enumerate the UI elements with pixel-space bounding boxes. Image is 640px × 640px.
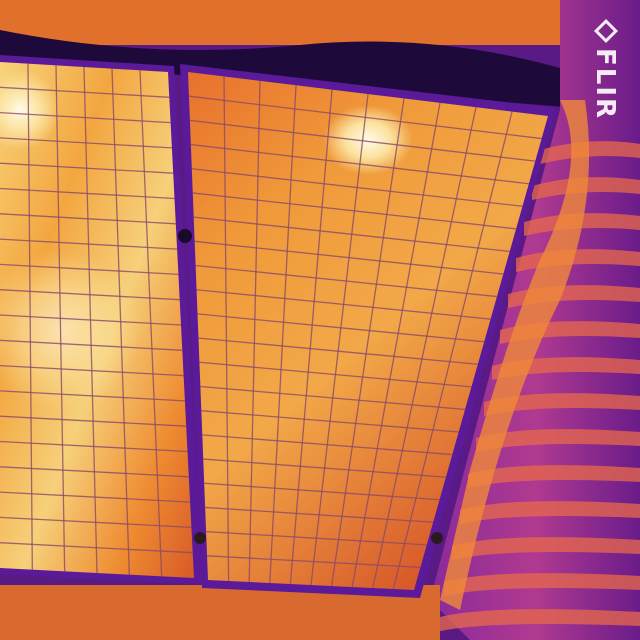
cell-line <box>0 314 182 326</box>
cell-line <box>207 555 421 569</box>
cell-line <box>188 95 542 140</box>
cell-line <box>0 339 183 351</box>
cell-line <box>0 516 192 529</box>
cell-line <box>372 107 477 589</box>
cell-line <box>194 240 504 275</box>
cell-line <box>203 458 446 478</box>
cell-line <box>206 530 427 546</box>
cell-line <box>199 361 472 388</box>
cell-line <box>191 168 523 207</box>
cell-line <box>330 98 405 587</box>
roof-tile <box>444 573 640 596</box>
hot-spot <box>323 105 413 175</box>
cell-line <box>0 137 172 149</box>
cell-line <box>0 491 191 503</box>
cell-line <box>205 506 434 523</box>
cell-line <box>289 89 333 585</box>
roof-tile <box>468 465 640 488</box>
cell-line <box>0 542 193 554</box>
cell-line <box>202 434 453 456</box>
roof-tile <box>452 537 640 560</box>
cell-line <box>190 143 529 185</box>
clamp <box>178 229 192 243</box>
cell-line <box>196 289 491 320</box>
roof-ridge <box>440 100 590 610</box>
cell-line <box>0 263 179 276</box>
clamp <box>194 532 206 544</box>
cell-line <box>201 410 459 433</box>
cell-line <box>0 390 185 402</box>
cell-line <box>0 364 184 377</box>
cell-line <box>223 76 230 582</box>
cell-line <box>0 466 189 478</box>
cell-line <box>200 385 466 411</box>
shadow-gap <box>0 30 600 110</box>
cell-line <box>0 86 170 98</box>
cell-line <box>0 162 174 174</box>
cell-line <box>193 216 510 253</box>
cell-line <box>0 289 180 301</box>
cell-line <box>198 337 478 365</box>
roof-tile <box>476 429 640 452</box>
cell-line <box>195 264 498 298</box>
cell-line <box>351 102 441 588</box>
roof-tile <box>436 609 640 632</box>
cell-grid <box>0 63 542 590</box>
cell-line <box>0 415 187 427</box>
cell-line <box>189 119 536 162</box>
cell-line <box>248 80 261 583</box>
cell-line <box>269 85 297 584</box>
roof-tile-rows <box>436 100 640 632</box>
cell-line <box>192 192 517 230</box>
clamp <box>431 532 443 544</box>
cell-line <box>0 440 188 453</box>
warm-area <box>0 250 140 410</box>
logo-text: FLIR <box>590 48 620 120</box>
flir-logo: FLIR <box>590 18 620 120</box>
logo-icon <box>593 18 619 44</box>
cell-line <box>310 93 369 586</box>
cell-line <box>0 111 171 124</box>
cell-line <box>0 187 175 200</box>
cell-line <box>197 313 485 343</box>
cell-line <box>0 238 178 250</box>
cell-line <box>392 111 513 590</box>
roof-tile <box>484 393 640 416</box>
cell-line <box>204 482 440 501</box>
roof-tiles-top <box>0 0 600 45</box>
roof-tile <box>540 141 640 164</box>
cell-line <box>0 213 176 225</box>
roof-tile <box>460 501 640 524</box>
